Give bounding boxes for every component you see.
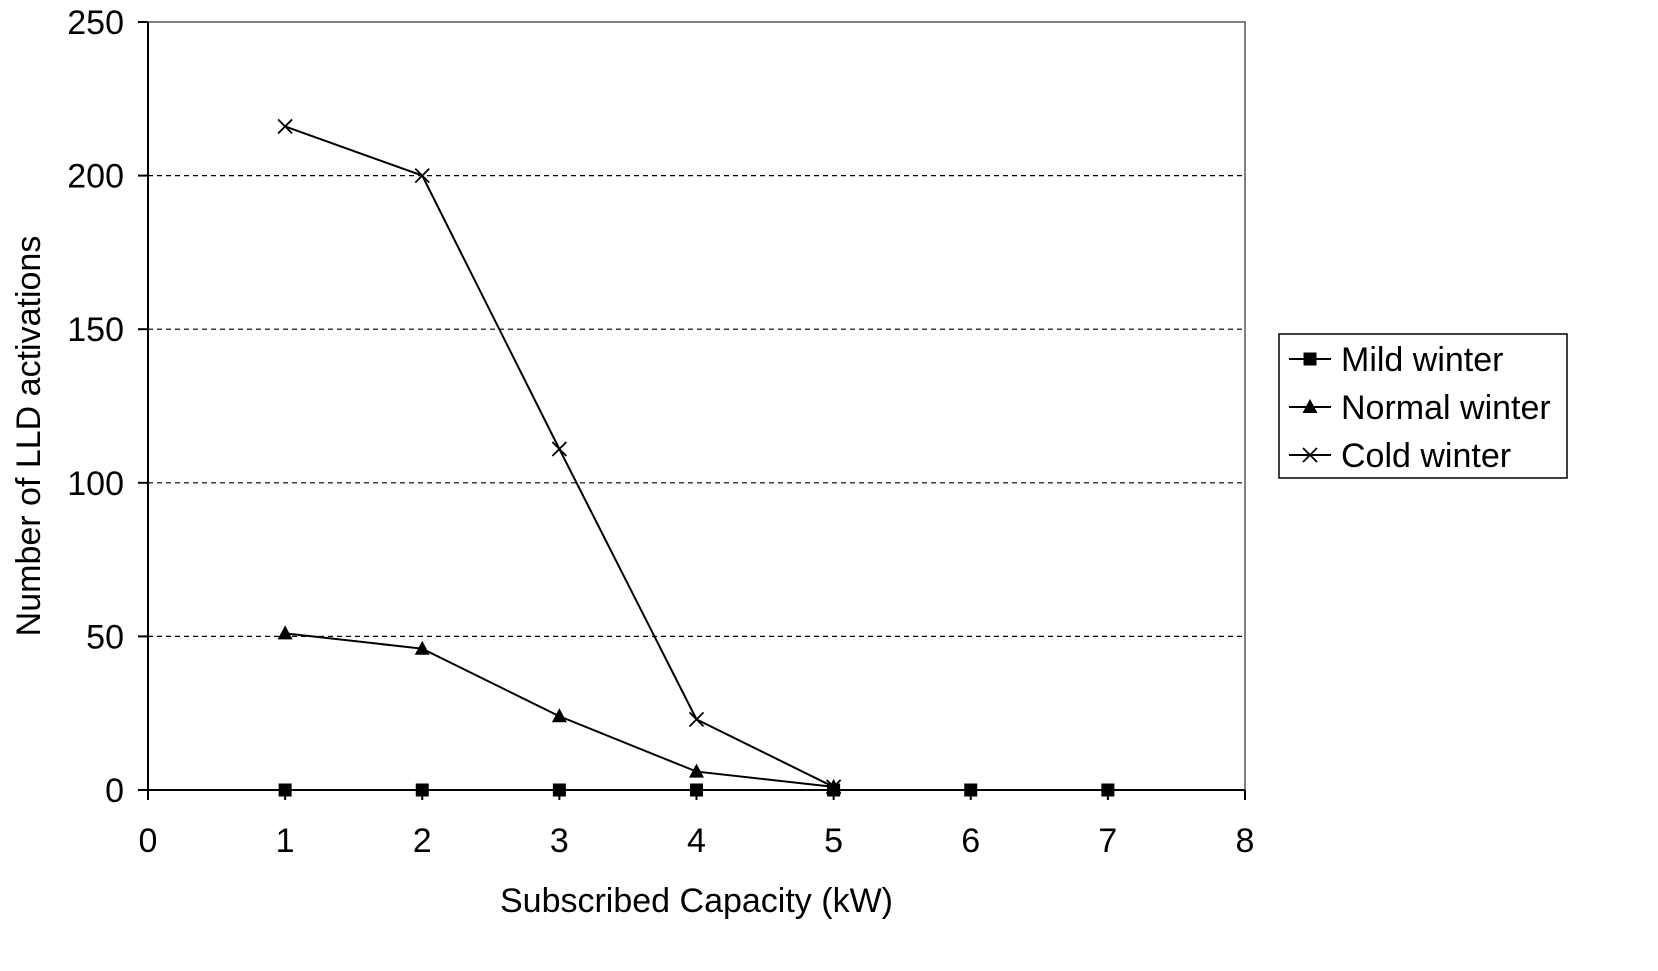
data-point-x <box>688 711 705 727</box>
x-tick-label: 8 <box>1236 822 1255 860</box>
data-point-x <box>277 118 293 135</box>
data-point-triangle <box>551 708 567 723</box>
y-tick-label: 0 <box>105 772 124 810</box>
data-point-square <box>415 783 429 797</box>
data-point-x <box>825 779 842 795</box>
y-tick-label: 100 <box>67 465 124 503</box>
x-marker-stroke <box>825 779 842 795</box>
data-point-square <box>964 783 978 797</box>
series-cold-winter <box>277 118 842 795</box>
y-tick-label: 150 <box>67 311 124 349</box>
series-normal-winter <box>277 625 842 793</box>
x-tick-label: 7 <box>1098 822 1117 860</box>
data-point-square <box>1101 783 1115 797</box>
x-tick-label: 6 <box>961 822 980 860</box>
legend-label: Mild winter <box>1341 341 1503 379</box>
legend: Mild winter Normal winter Cold winter <box>1278 333 1568 479</box>
y-tick-label: 200 <box>67 158 124 196</box>
x-marker-stroke <box>551 441 568 457</box>
legend-item: Normal winter <box>1289 389 1551 427</box>
data-point-x <box>414 167 430 184</box>
y-tick-label: 250 <box>67 4 124 42</box>
x-tick-label: 2 <box>413 822 432 860</box>
legend-label: Normal winter <box>1341 389 1551 427</box>
data-point-square <box>690 783 703 797</box>
x-axis-title: Subscribed Capacity (kW) <box>500 882 893 920</box>
x-tick-label: 0 <box>139 822 158 860</box>
series-line <box>284 125 835 788</box>
axes: 0 50 100 150 200 250 0 1 2 3 4 5 6 7 8 <box>67 4 1254 860</box>
x-tick-label: 3 <box>550 822 569 860</box>
data-point-square <box>1303 352 1317 366</box>
gridlines <box>148 175 1245 638</box>
data-point-square <box>278 783 292 797</box>
data-point-triangle <box>689 763 704 778</box>
data-point-triangle <box>1302 399 1318 413</box>
data-point-triangle <box>414 640 430 655</box>
y-axis-title: Number of LLD activations <box>10 236 48 637</box>
x-marker-stroke <box>277 118 293 135</box>
x-tick-label: 4 <box>687 822 706 860</box>
legend-item: Cold winter <box>1289 437 1511 475</box>
x-marker-stroke <box>1302 447 1318 463</box>
y-tick-label: 50 <box>86 618 124 656</box>
data-point-x <box>551 441 568 457</box>
x-tick-label: 5 <box>824 822 843 860</box>
series-mild-winter <box>278 783 1115 797</box>
x-tick-label: 1 <box>276 822 295 860</box>
x-marker-stroke <box>414 167 430 184</box>
data-point-x <box>1302 447 1318 463</box>
data-point-square <box>552 783 566 797</box>
data-point-triangle <box>277 625 293 640</box>
x-marker-stroke <box>688 711 705 727</box>
series-layer <box>277 118 1115 797</box>
legend-item: Mild winter <box>1289 341 1503 379</box>
legend-label: Cold winter <box>1341 437 1511 475</box>
